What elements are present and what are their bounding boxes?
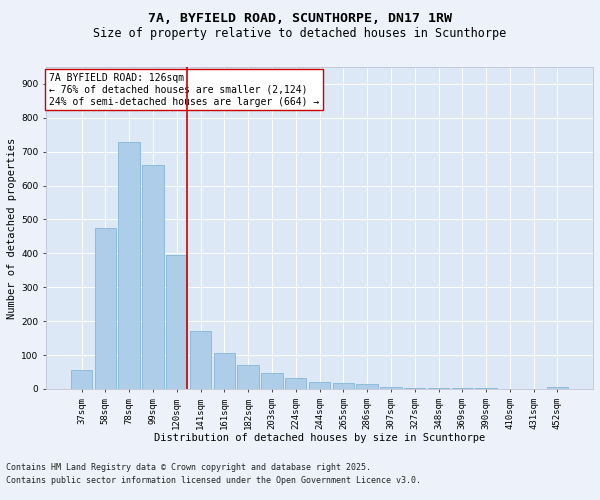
Bar [95,228,116,389]
Bar [332,383,354,389]
X-axis label: Distribution of detached houses by size in Scunthorpe: Distribution of detached houses by size … [154,433,485,443]
Bar [475,388,497,389]
Text: Size of property relative to detached houses in Scunthorpe: Size of property relative to detached ho… [94,28,506,40]
Bar [190,332,211,389]
Text: Contains public sector information licensed under the Open Government Licence v3: Contains public sector information licen… [6,476,421,485]
Bar [142,166,164,389]
Bar [547,388,568,389]
Bar [452,388,473,389]
Y-axis label: Number of detached properties: Number of detached properties [7,138,17,318]
Bar [380,388,401,389]
Bar [428,388,449,389]
Bar [404,388,425,389]
Text: 7A BYFIELD ROAD: 126sqm
← 76% of detached houses are smaller (2,124)
24% of semi: 7A BYFIELD ROAD: 126sqm ← 76% of detache… [49,74,319,106]
Bar [261,372,283,389]
Text: 7A, BYFIELD ROAD, SCUNTHORPE, DN17 1RW: 7A, BYFIELD ROAD, SCUNTHORPE, DN17 1RW [148,12,452,26]
Bar [285,378,307,389]
Bar [214,354,235,389]
Text: Contains HM Land Registry data © Crown copyright and database right 2025.: Contains HM Land Registry data © Crown c… [6,464,371,472]
Bar [309,382,330,389]
Bar [356,384,378,389]
Bar [118,142,140,389]
Bar [166,255,187,389]
Bar [238,364,259,389]
Bar [71,370,92,389]
